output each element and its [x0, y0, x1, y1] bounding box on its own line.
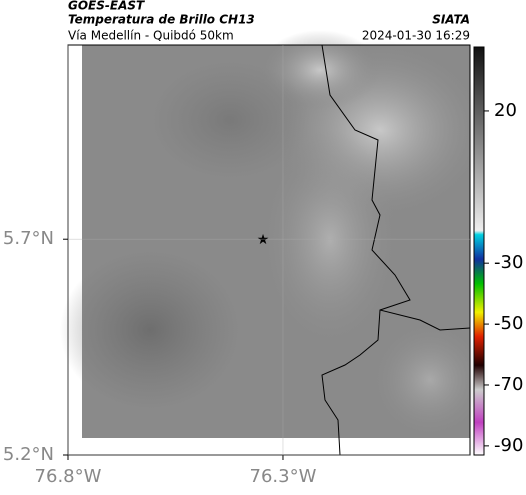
- colorbar-label: -90: [494, 435, 523, 456]
- x-tick-label: 76.8°W: [35, 466, 102, 487]
- title: Temperatura de Brillo CH13: [68, 13, 255, 27]
- colorbar-label: -30: [494, 252, 523, 273]
- colorbar-label: -50: [494, 313, 523, 334]
- colorbar: [473, 46, 485, 456]
- boundary: [321, 44, 411, 456]
- x-tick-label: 76.3°W: [250, 466, 317, 487]
- y-tick-label: 5.2°N: [3, 444, 54, 465]
- location-star: ★: [257, 232, 270, 248]
- subtitle: Vía Medellín - Quibdó 50km: [68, 29, 234, 43]
- datetime: 2024-01-30 16:29: [362, 29, 470, 43]
- org: SIATA: [432, 13, 470, 27]
- satellite-image: [60, 30, 490, 440]
- source: GOES-EAST: [68, 0, 145, 13]
- y-tick-label: 5.7°N: [3, 228, 54, 249]
- boundary: [379, 309, 471, 331]
- colorbar-label: 20: [494, 100, 517, 121]
- colorbar-label: -70: [494, 374, 523, 395]
